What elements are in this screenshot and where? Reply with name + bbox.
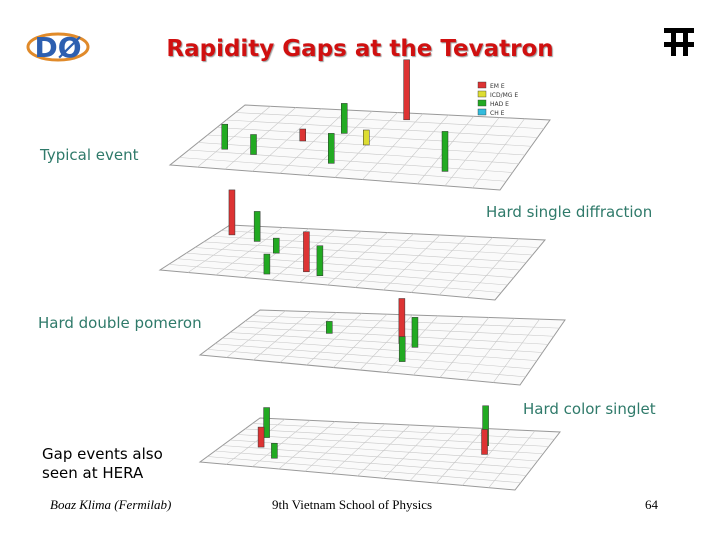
plot-grid <box>168 264 502 293</box>
d0-logo: DØ <box>26 31 90 64</box>
plot-grid <box>226 119 538 138</box>
plot-grid <box>212 235 533 256</box>
footer-author: Boaz Klima (Fermilab) <box>50 497 172 512</box>
plot-grid <box>207 349 526 378</box>
plot-grid <box>188 149 513 173</box>
plot-grid <box>237 326 549 345</box>
plot-tower <box>481 429 488 455</box>
plot-grid <box>235 112 544 130</box>
plot-grid <box>179 157 507 182</box>
legend-label: ICD/MG E <box>490 92 518 99</box>
plot-tower <box>328 133 335 164</box>
legend-label: EM E <box>490 83 505 90</box>
note-line: Gap events also <box>42 445 163 463</box>
plot-tower <box>299 128 306 142</box>
plot-tower <box>250 134 257 155</box>
logo-ring <box>26 32 90 62</box>
plot-grid <box>244 428 549 447</box>
plot-tower <box>398 336 406 362</box>
plot-tower <box>263 407 270 438</box>
legend-label: CH E <box>490 110 505 117</box>
panel-label: Hard color singlet <box>523 400 656 418</box>
plot-tower <box>403 59 410 121</box>
logo-bar <box>664 28 694 33</box>
panel-label: Typical event <box>40 146 139 164</box>
fermilab-logo <box>664 28 694 56</box>
logo-text: DØ <box>34 31 81 64</box>
plot-grid <box>216 127 532 147</box>
plot-grid <box>252 423 555 440</box>
note-line: seen at HERA <box>42 464 144 482</box>
footer-page: 64 <box>645 497 658 512</box>
plot-grid <box>237 434 544 455</box>
legend-swatch <box>477 81 487 89</box>
plot-tower <box>221 123 228 150</box>
legend-swatch <box>477 90 487 98</box>
plot-tower <box>363 129 370 146</box>
plot-grid <box>186 252 514 278</box>
panel-label: Hard single diffraction <box>486 203 653 221</box>
plot-grid <box>177 258 508 286</box>
plot-tower <box>411 317 419 348</box>
plot-grid <box>221 230 539 248</box>
plot-plane <box>198 309 566 386</box>
plot-tower <box>257 426 265 448</box>
plot-tower <box>341 103 348 134</box>
plot-tower <box>441 131 449 172</box>
logo-bar <box>671 28 676 56</box>
plot-grid <box>229 439 538 462</box>
plot-plane <box>158 224 547 301</box>
note: Gap events also seen at HERA <box>42 445 163 483</box>
footer-event: 9th Vietnam School of Physics <box>272 497 433 512</box>
legend-swatch <box>477 99 487 107</box>
plot-tower <box>316 245 324 276</box>
plot-grid <box>214 450 527 476</box>
plot-grid <box>252 315 560 329</box>
plot-grid <box>194 247 521 271</box>
panel-label: Hard double pomeron <box>38 314 202 332</box>
legend-swatch <box>477 108 487 116</box>
plot-tower <box>273 237 280 254</box>
plot-tower <box>263 253 271 275</box>
plot-grid <box>203 241 527 263</box>
logo-bar <box>664 42 694 47</box>
plot-tower <box>228 189 236 236</box>
plot-tower <box>271 442 278 459</box>
logo-bar <box>683 28 688 56</box>
plot-grid <box>229 332 543 353</box>
plot-grid <box>214 343 532 370</box>
plot-tower <box>253 211 261 242</box>
slide-title: Rapidity Gaps at the Tevatron <box>166 36 554 62</box>
plot-grid <box>222 337 537 361</box>
plot-tower <box>326 321 333 334</box>
plot-grid <box>207 456 521 484</box>
plot-tower <box>303 231 310 273</box>
legend-label: HAD E <box>490 101 509 108</box>
